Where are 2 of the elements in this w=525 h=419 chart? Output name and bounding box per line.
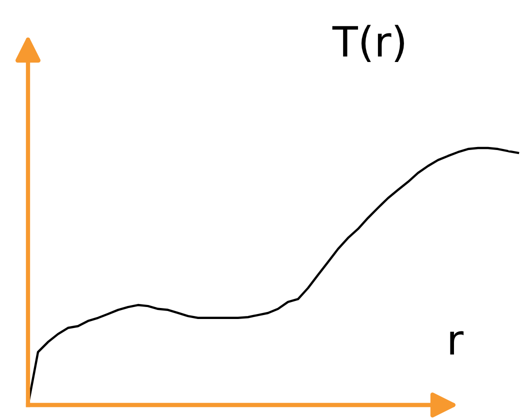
x-axis-title: r	[450, 331, 464, 354]
chart-title: T(r)	[332, 24, 404, 62]
